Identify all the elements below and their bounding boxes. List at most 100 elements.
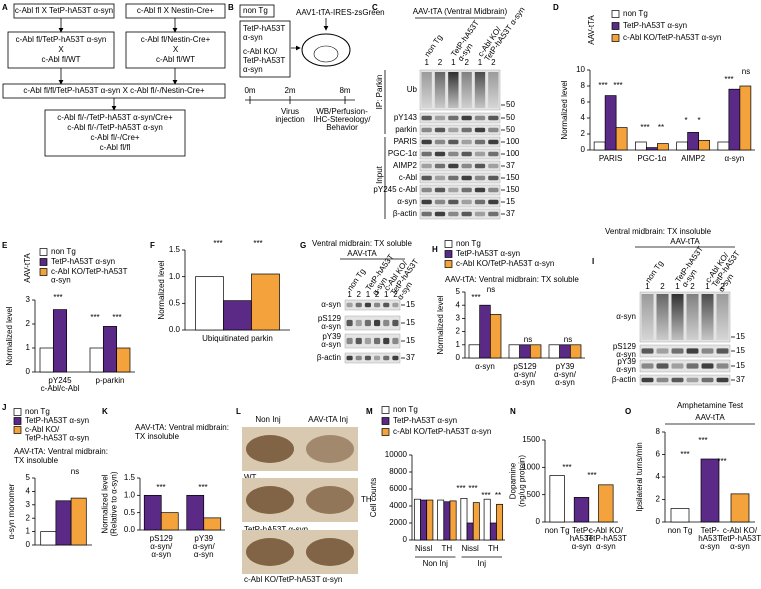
significance: *** (680, 450, 689, 459)
blot-band (374, 319, 381, 327)
bar (717, 141, 730, 151)
blot-smear (701, 294, 714, 340)
bar (251, 273, 280, 331)
blot-band (641, 363, 654, 369)
blot-band (364, 355, 371, 361)
legend-swatch (611, 10, 620, 18)
brain (301, 33, 351, 67)
bar (449, 500, 457, 541)
blot-strip (419, 184, 501, 196)
box-text: c-Abl fl/TetP-hA53T α-syn (16, 35, 107, 44)
y-tick-label: 4 (456, 300, 461, 309)
blot-title: Ventral midbrain: TX soluble (312, 239, 412, 248)
blot-band (421, 139, 432, 145)
blot-strip (419, 148, 501, 160)
y-tick-label: 5 (26, 473, 31, 482)
y-tick-label: 8 (581, 81, 586, 90)
blot-strip (639, 374, 731, 386)
lane-label: 2 (357, 290, 362, 299)
row-label: β-actin (393, 209, 417, 218)
y-tick-label: 0.5 (169, 298, 181, 307)
blot-band (656, 348, 669, 354)
significance: *** (468, 484, 477, 493)
legend-label: TetP-hA53T α-syn (393, 416, 457, 425)
time-label: 0m (244, 86, 255, 95)
panel-letter: K (102, 407, 108, 416)
row-label: c-Abl (399, 173, 417, 182)
bar (489, 522, 497, 541)
blot-band (434, 115, 446, 121)
legend-label: non Tg (51, 247, 76, 256)
blot-band (461, 187, 472, 193)
x-tick-label: α-syn (194, 550, 214, 559)
legend-label: non Tg (393, 405, 418, 414)
row-label: α-syn (616, 312, 636, 321)
panel-letter: M (366, 407, 373, 416)
blot-band (461, 151, 472, 157)
blot-band (474, 115, 486, 121)
legend-swatch (381, 428, 390, 436)
column-label: non Tg (643, 259, 665, 284)
blot-band (392, 337, 399, 345)
significance: ns (524, 335, 532, 344)
marker-label: 15 (736, 332, 745, 341)
x-tick-label: TH (488, 544, 499, 553)
blot-band (671, 377, 684, 383)
y-axis-label: Normalized level (560, 80, 569, 139)
y-tick-label: 0 (581, 145, 586, 154)
chart-title: AAV-tTA: Ventral midbrain: (135, 423, 229, 432)
blot-band (355, 319, 362, 327)
x-tick-label: TetP- (572, 526, 591, 535)
blot-subtitle: AAV-tTA (347, 249, 377, 258)
lane-label: 1 (645, 282, 650, 291)
bar (426, 499, 434, 541)
blot-band (716, 363, 729, 369)
marker-label: 15 (506, 197, 515, 206)
significance: *** (456, 484, 465, 493)
blot-band (474, 187, 486, 193)
x-tick-label: PGC-1α (637, 154, 666, 163)
chart-title: AAV-tTA: Ventral midbrain: (14, 447, 108, 456)
x-tick-label: TetP-hA53T (585, 534, 627, 543)
legend-swatch (444, 260, 453, 268)
blot-band (364, 302, 371, 308)
blot-band (641, 377, 654, 383)
y-tick-label: 6000 (389, 484, 407, 493)
blot-band (488, 127, 499, 133)
y-tick-label: 4 (656, 472, 661, 481)
blot-band (686, 377, 699, 383)
legend-label: c-Abl KO/TetP-hA53T α-syn (393, 427, 491, 436)
box (239, 4, 275, 18)
blot-band (461, 127, 472, 133)
y-tick-label: 0 (536, 517, 541, 526)
legend-swatch (13, 426, 22, 434)
blot-smear (421, 72, 432, 108)
y-tick-label: 3 (26, 295, 31, 304)
legend-label: non Tg (25, 407, 50, 416)
bar (489, 314, 502, 359)
blot-band (434, 187, 446, 193)
box-text: X (173, 45, 179, 54)
y-tick-label: 4 (581, 113, 586, 122)
blot-band (346, 302, 353, 308)
bar (700, 458, 720, 523)
bar (186, 494, 205, 531)
y-tick-label: 5 (456, 287, 461, 296)
legend-label: c-Abl KO/TetP-hA53T α-syn (623, 33, 721, 42)
significance: *** (53, 293, 62, 302)
blot-band (383, 337, 390, 345)
event-label: WB/Perfusion- (316, 107, 368, 116)
blot-band (701, 377, 714, 383)
box (125, 3, 226, 19)
panel-letter: H (432, 245, 438, 254)
blot-band (461, 115, 472, 121)
legend-label: non Tg (623, 9, 648, 18)
marker-label: 150 (506, 173, 520, 182)
blot-band (488, 151, 499, 157)
bar (468, 344, 481, 359)
y-tick-label: 0 (656, 517, 661, 526)
y-axis-label: Normalized level (436, 295, 445, 354)
lane-label: 1 (384, 290, 389, 299)
lane-label: 2 (438, 58, 443, 67)
blot-smear (461, 72, 472, 108)
